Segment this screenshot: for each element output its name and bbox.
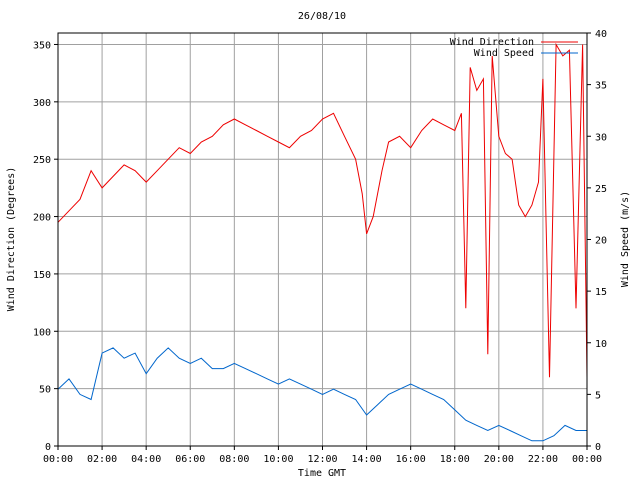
- y-left-tick-label: 50: [39, 385, 51, 396]
- y-right-tick-label: 10: [595, 339, 607, 350]
- x-tick-label: 00:00: [43, 454, 73, 465]
- y-right-tick-label: 0: [595, 442, 601, 453]
- x-tick-label: 14:00: [352, 454, 382, 465]
- x-tick-label: 10:00: [263, 454, 293, 465]
- y-right-tick-label: 15: [595, 287, 607, 298]
- y-left-tick-label: 200: [33, 213, 51, 224]
- y-left-tick-label: 0: [45, 442, 51, 453]
- y-right-tick-label: 25: [595, 184, 607, 195]
- x-tick-label: 16:00: [396, 454, 426, 465]
- wind-direction-series: [57, 42, 588, 378]
- x-axis-label: Time GMT: [298, 468, 346, 479]
- x-tick-label: 20:00: [484, 454, 514, 465]
- x-tick-label: 18:00: [440, 454, 470, 465]
- chart-title: 26/08/10: [298, 11, 346, 22]
- wind-speed-series: [57, 347, 587, 442]
- y-right-tick-label: 20: [595, 236, 607, 247]
- wind-speed-line: [57, 347, 587, 442]
- x-tick-label: 00:00: [572, 454, 602, 465]
- y-left-tick-label: 300: [33, 98, 51, 109]
- legend-label: Wind Direction: [450, 37, 534, 48]
- y-left-axis-label: Wind Direction (Degrees): [6, 167, 17, 312]
- y-left-tick-label: 100: [33, 327, 51, 338]
- legend-label: Wind Speed: [474, 48, 534, 59]
- y-left-tick-label: 350: [33, 40, 51, 51]
- grid: [58, 33, 587, 446]
- wind-direction-line: [57, 42, 588, 378]
- y-left-tick-label: 150: [33, 270, 51, 281]
- x-tick-label: 04:00: [131, 454, 161, 465]
- y-right-tick-label: 40: [595, 29, 607, 40]
- x-tick-label: 12:00: [307, 454, 337, 465]
- y-right-tick-labels: 0 5 10 15 20 25 30 35 40: [587, 29, 607, 453]
- y-left-tick-label: 250: [33, 155, 51, 166]
- x-tick-label: 06:00: [175, 454, 205, 465]
- y-left-tick-labels: 0 50 100 150 200 250 300 350: [33, 40, 58, 453]
- y-right-tick-label: 30: [595, 132, 607, 143]
- x-tick-label: 02:00: [87, 454, 117, 465]
- x-tick-label: 08:00: [219, 454, 249, 465]
- y-right-axis-label: Wind Speed (m/s): [620, 191, 631, 287]
- y-right-tick-label: 35: [595, 81, 607, 92]
- x-tick-labels: 00:00 02:00 04:00 06:00 08:00 10:00 12:00 14:00…: [43, 446, 602, 465]
- x-tick-label: 22:00: [528, 454, 558, 465]
- y-right-tick-label: 5: [595, 390, 601, 401]
